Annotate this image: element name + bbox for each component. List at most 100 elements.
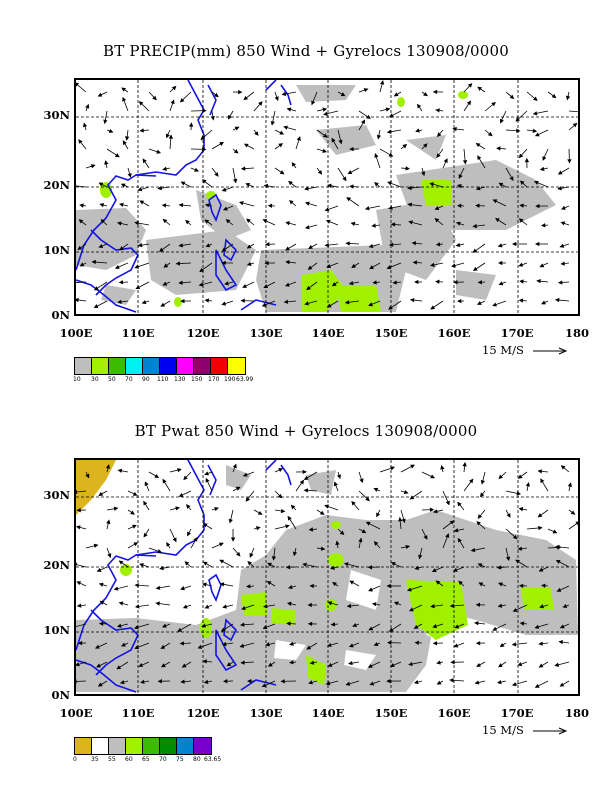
wind-arrow-head xyxy=(451,661,454,664)
lon-label-160e: 160E xyxy=(432,706,476,720)
colorbar-label: 80 xyxy=(193,756,201,763)
wind-arrow-head xyxy=(205,472,208,475)
wind-arrow-head xyxy=(434,510,437,513)
wind-arrow-head xyxy=(220,543,223,546)
lat-label-0n: 0N xyxy=(30,308,70,322)
wind-arrow-head xyxy=(206,479,209,482)
lon-label-110e: 110E xyxy=(116,326,160,340)
lon-label-170e: 170E xyxy=(495,326,539,340)
wind-arrow-head xyxy=(468,101,471,104)
wind-arrow-head xyxy=(288,108,291,111)
wind-arrow-head xyxy=(135,584,138,587)
wind-arrow-head xyxy=(98,94,101,97)
wind-arrow-head xyxy=(454,281,457,284)
wind-arrow-head xyxy=(312,101,315,104)
wind-arrow-head xyxy=(346,242,349,245)
wind-arrow-head xyxy=(215,508,218,511)
lon-label-150e: 150E xyxy=(369,326,413,340)
wind-arrow-head xyxy=(288,517,291,520)
wind-arrow-head xyxy=(527,483,530,486)
colorbar-label: 35 xyxy=(91,756,99,763)
wind-arrow-head xyxy=(157,150,160,153)
colorbar-swatch xyxy=(75,738,92,754)
wind-arrow-head xyxy=(499,664,502,667)
colorbar-swatch xyxy=(194,358,211,374)
wind-arrow-head xyxy=(500,119,503,122)
wind-arrow-head xyxy=(377,513,380,516)
wind-arrow-head xyxy=(541,168,544,171)
wind-arrow-head xyxy=(76,299,78,302)
colorbar-swatch xyxy=(211,358,228,374)
wind-arrow-head xyxy=(325,244,328,247)
wind-arrow-head xyxy=(140,129,143,132)
wind-arrow-head xyxy=(286,247,289,250)
wind-arrow-head xyxy=(222,302,225,305)
colorbar-label: 0 xyxy=(73,756,77,763)
wind-arrow-head xyxy=(236,487,239,490)
wind-arrow-head xyxy=(436,109,439,112)
wind-arrow-head xyxy=(204,562,207,565)
wind-arrow-head xyxy=(145,482,148,485)
wind-arrow-head xyxy=(76,491,77,494)
wind-arrow-head xyxy=(370,245,373,248)
wind-arrow-head xyxy=(513,643,516,646)
wind-arrow-head xyxy=(458,300,461,303)
wind-arrow-head xyxy=(411,465,414,468)
wind-arrow-head xyxy=(108,554,111,557)
wind-arrow-head xyxy=(536,133,539,136)
wind-arrow-head xyxy=(303,470,306,473)
wind-arrow-head xyxy=(464,161,467,164)
wind-arrow-head xyxy=(507,514,510,517)
wind-arrow-head xyxy=(126,137,129,140)
wind-arrow-head xyxy=(389,207,392,210)
wind-arrow-head xyxy=(338,475,341,478)
wind-scale-legend-1: 15 M/S xyxy=(482,343,567,357)
wind-arrow-head xyxy=(188,532,191,535)
wind-arrow-head xyxy=(497,147,500,150)
colorbar-swatch xyxy=(228,358,245,374)
wind-arrow-head xyxy=(136,605,139,608)
wind-arrow-head xyxy=(243,285,246,288)
wind-arrow-head xyxy=(122,184,125,187)
wind-arrow-head xyxy=(120,203,123,206)
colorbar-label: 63.65 xyxy=(204,756,221,763)
wind-arrow-head xyxy=(229,519,232,522)
wind-arrow-head xyxy=(437,661,440,664)
wind-arrow-head xyxy=(131,511,134,514)
wind-arrow-head xyxy=(399,518,402,521)
wind-arrow-head xyxy=(190,123,193,126)
lon-label-160e: 160E xyxy=(432,326,476,340)
lon-label-120e: 120E xyxy=(181,326,225,340)
wind-arrow-head xyxy=(431,306,434,309)
wind-arrow-head xyxy=(366,207,369,210)
wind-arrow-head xyxy=(452,264,455,267)
wind-arrow-head xyxy=(562,207,565,210)
wind-arrow-head xyxy=(477,642,480,645)
wind-arrow-head xyxy=(286,525,289,528)
wind-arrow-head xyxy=(279,469,282,472)
wind-arrow-head xyxy=(517,129,520,132)
wind-arrow-head xyxy=(493,628,496,631)
wind-arrow-head xyxy=(381,81,384,84)
colorbar-label: 50 xyxy=(108,376,116,383)
wind-arrow-head xyxy=(232,538,235,541)
colorbar-swatch xyxy=(92,358,109,374)
wind-arrow-head xyxy=(499,262,502,265)
wind-arrow-head xyxy=(453,128,456,131)
reference-arrow-icon xyxy=(533,347,567,355)
wind-arrow-head xyxy=(560,245,563,248)
wind-arrow-head xyxy=(116,154,119,157)
wind-arrow-head xyxy=(257,527,260,530)
wind-arrow-head xyxy=(298,137,301,140)
wind-arrow-head xyxy=(367,116,370,119)
wind-arrow-head xyxy=(100,583,103,586)
wind-arrow-head xyxy=(553,530,556,533)
wind-scale-label: 15 M/S xyxy=(482,343,524,357)
wind-arrow-head xyxy=(105,161,108,164)
lon-label-110e: 110E xyxy=(116,706,160,720)
wind-arrow-head xyxy=(431,475,434,478)
wind-arrow-head xyxy=(476,144,479,147)
wind-arrow-head xyxy=(241,299,244,302)
wind-arrow-head xyxy=(536,243,539,246)
wind-arrow-head xyxy=(284,126,287,129)
